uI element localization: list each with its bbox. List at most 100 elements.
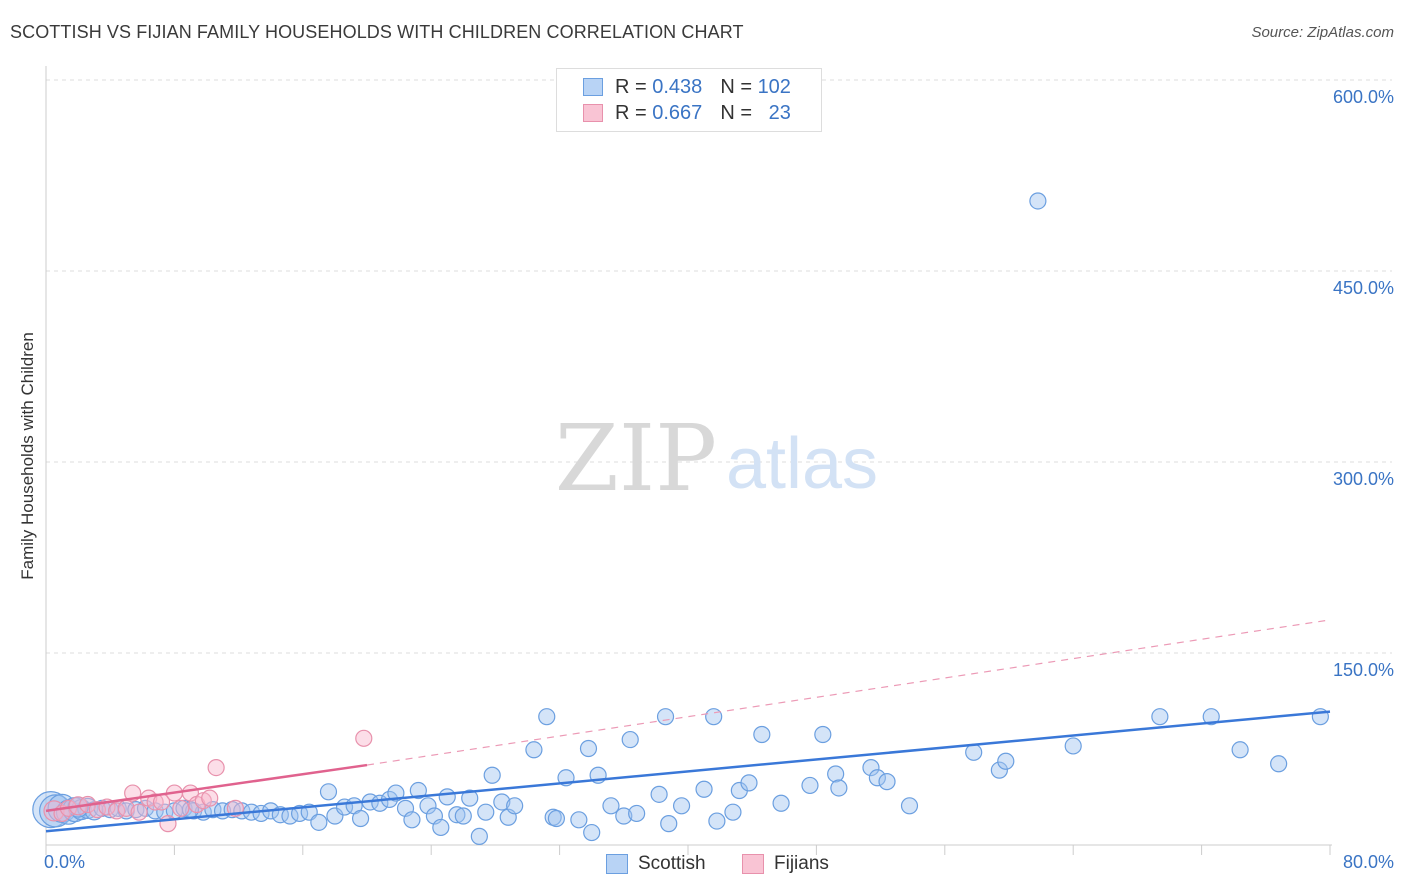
scottish-point-66 xyxy=(602,797,620,815)
scottish-point-95 xyxy=(1151,708,1169,726)
scottish-point-86 xyxy=(862,758,880,777)
fijian-trend-extension xyxy=(366,619,1331,766)
scottish-point-69 xyxy=(628,804,646,823)
scottish-point-97 xyxy=(1231,741,1249,759)
scottish-point-56 xyxy=(506,797,524,815)
scottish-point-76 xyxy=(708,812,726,830)
scottish-point-51 xyxy=(470,827,488,845)
watermark-zip: ZIP xyxy=(555,405,717,512)
fijian-point-5 xyxy=(88,801,106,819)
scottish-point-43 xyxy=(409,781,427,800)
y-tick-label-600: 600.0% xyxy=(1332,87,1394,107)
scottish-point-82 xyxy=(801,776,819,795)
scottish-point-71 xyxy=(656,708,675,726)
y-tick-label-150: 150.0% xyxy=(1332,660,1394,680)
legend-row-scottish: R = 0.438 N = 102 xyxy=(583,75,791,99)
x-tick-label-min: 0.0% xyxy=(44,852,86,872)
y-tick-label-300: 300.0% xyxy=(1332,469,1394,489)
fijian-point-10 xyxy=(130,803,148,821)
scottish-point-83 xyxy=(814,725,832,744)
scottish-point-50 xyxy=(461,789,479,807)
scottish-point-70 xyxy=(650,785,668,803)
scottish-swatch xyxy=(583,78,603,96)
bottom-legend-fijians-swatch xyxy=(742,854,764,874)
scottish-point-73 xyxy=(672,797,691,815)
scottish-point-89 xyxy=(900,797,919,815)
scottish-point-96 xyxy=(1202,708,1220,726)
scottish-point-77 xyxy=(724,803,742,821)
watermark: ZIP atlas xyxy=(555,405,878,512)
scottish-point-98 xyxy=(1270,755,1288,773)
scottish-point-57 xyxy=(525,741,543,759)
scottish-point-67 xyxy=(615,807,633,825)
scottish-point-90 xyxy=(965,743,983,761)
bottom-legend-scottish-label: Scottish xyxy=(638,853,706,874)
scottish-point-47 xyxy=(438,788,456,806)
scottish-point-58 xyxy=(538,708,556,726)
scottish-point-74 xyxy=(695,780,713,798)
scottish-n-value: 102 xyxy=(757,75,791,98)
fijian-point-7 xyxy=(108,802,126,820)
scottish-point-72 xyxy=(660,815,678,833)
scottish-point-79 xyxy=(740,774,758,792)
scottish-point-53 xyxy=(483,766,501,784)
source-label: Source: ZipAtlas.com xyxy=(1251,24,1394,41)
scottish-point-94 xyxy=(1064,737,1082,755)
fijians-n-value: 23 xyxy=(768,101,791,124)
scottish-point-80 xyxy=(753,725,771,744)
axes xyxy=(45,66,1332,855)
scottish-n-label: N = xyxy=(720,75,752,98)
scottish-point-44 xyxy=(419,797,437,815)
scottish-point-25 xyxy=(252,804,270,823)
grid-lines xyxy=(46,79,1392,654)
y-tick-label-450: 450.0% xyxy=(1332,278,1394,298)
scottish-r-value: 0.438 xyxy=(652,75,703,98)
fijian-point-14 xyxy=(159,815,177,833)
scottish-point-36 xyxy=(351,809,370,828)
scottish-point-48 xyxy=(448,806,466,824)
x-tick-label-max: 80.0% xyxy=(1342,852,1394,872)
scottish-point-32 xyxy=(319,783,338,801)
fijian-point-12 xyxy=(146,793,164,811)
bottom-legend-fijians-label: Fijians xyxy=(774,853,829,874)
scottish-point-68 xyxy=(621,730,639,749)
fijians-swatch xyxy=(583,104,603,122)
scottish-point-84 xyxy=(827,765,845,783)
scottish-point-54 xyxy=(493,793,511,811)
scottish-point-31 xyxy=(310,813,328,831)
scottish-point-92 xyxy=(997,752,1015,770)
scottish-trend-line xyxy=(45,710,1331,833)
scottish-point-62 xyxy=(570,811,588,829)
fijian-trend-line xyxy=(45,763,368,813)
scottish-point-52 xyxy=(477,803,495,821)
fijian-point-16 xyxy=(172,799,190,817)
scottish-point-93 xyxy=(1029,192,1047,210)
fijian-point-23 xyxy=(355,729,373,747)
scottish-point-91 xyxy=(990,761,1008,779)
fijians-r-label: R = xyxy=(615,101,647,124)
scottish-point-42 xyxy=(403,811,421,829)
scottish-point-88 xyxy=(878,773,896,791)
scottish-point-87 xyxy=(868,769,886,787)
bottom-legend-scottish-swatch xyxy=(606,854,628,874)
fijians-n-label: N = xyxy=(720,101,752,124)
fijian-point-20 xyxy=(201,789,219,807)
scottish-point-63 xyxy=(579,739,598,758)
chart-title: SCOTTISH VS FIJIAN FAMILY HOUSEHOLDS WIT… xyxy=(10,22,744,42)
scottish-point-75 xyxy=(705,708,723,726)
scottish-points xyxy=(32,192,1329,845)
scottish-point-49 xyxy=(454,807,472,825)
trend-lines xyxy=(45,619,1331,833)
scottish-point-81 xyxy=(772,794,790,812)
scottish-point-60 xyxy=(547,809,565,828)
scottish-point-64 xyxy=(583,823,601,842)
watermark-atlas: atlas xyxy=(726,424,878,504)
scottish-point-46 xyxy=(432,818,450,837)
fijians-r-value: 0.667 xyxy=(652,101,703,124)
bottom-legend-fijians: Fijians xyxy=(742,852,829,876)
scottish-r-label: R = xyxy=(615,75,647,98)
scottish-point-85 xyxy=(830,779,848,797)
fijian-point-21 xyxy=(207,758,225,777)
stats-legend: R = 0.438 N = 102 R = 0.667 N = 23 xyxy=(556,68,822,132)
